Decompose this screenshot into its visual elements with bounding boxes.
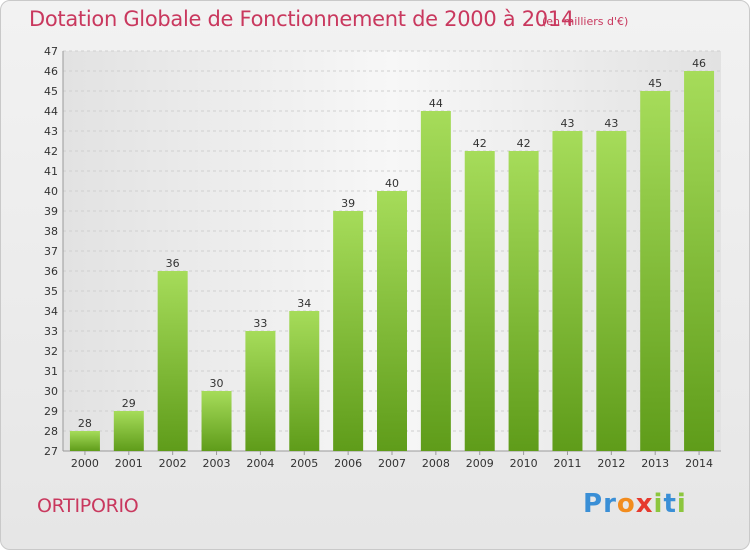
logo-letter: P [583, 489, 604, 519]
x-tick-label-2007: 2007 [378, 457, 406, 470]
x-tick-label-2000: 2000 [71, 457, 99, 470]
bar-2009 [464, 151, 495, 451]
x-tick-label-2011: 2011 [553, 457, 581, 470]
data-label-2001: 29 [122, 397, 136, 410]
x-tick-label-2005: 2005 [290, 457, 318, 470]
data-label-2010: 42 [517, 137, 531, 150]
data-label-2002: 36 [166, 257, 180, 270]
y-tick-label: 43 [44, 125, 58, 138]
y-tick-label: 31 [44, 365, 58, 378]
bar-2008 [420, 111, 451, 451]
y-tick-label: 27 [44, 445, 58, 458]
bar-2007 [377, 191, 407, 451]
data-label-2000: 28 [78, 417, 92, 430]
y-tick-label: 30 [44, 385, 58, 398]
proxiti-logo: Proxiti [583, 489, 687, 519]
y-tick-label: 41 [44, 165, 58, 178]
x-tick-label-2002: 2002 [159, 457, 187, 470]
bars [69, 71, 715, 451]
data-label-2008: 44 [429, 97, 443, 110]
data-label-2006: 39 [341, 197, 355, 210]
y-tick-label: 46 [44, 65, 58, 78]
logo-letter: i [676, 489, 687, 519]
bar-2012 [596, 131, 627, 451]
bar-2000 [69, 431, 100, 451]
x-tick-label-2001: 2001 [115, 457, 143, 470]
bar-2004 [245, 331, 276, 451]
y-axis-ticks: 27 28 29 30 31 32 33 34 35 36 37 38 39 40 41 42 43 44 45 46… [44, 45, 58, 458]
data-label-2005: 34 [297, 297, 311, 310]
logo-letter: o [616, 489, 636, 519]
x-tick-label-2009: 2009 [466, 457, 494, 470]
y-tick-label: 44 [44, 105, 58, 118]
data-label-2011: 43 [560, 117, 574, 130]
y-tick-label: 38 [44, 225, 58, 238]
y-tick-label: 40 [44, 185, 58, 198]
x-tick-label-2010: 2010 [510, 457, 538, 470]
x-tick-label-2008: 2008 [422, 457, 450, 470]
y-tick-label: 36 [44, 265, 58, 278]
data-label-2013: 45 [648, 77, 662, 90]
bar-2013 [640, 91, 671, 451]
commune-name: ORTIPORIO [37, 495, 139, 517]
bar-2014 [684, 71, 715, 451]
x-tick-label-2003: 2003 [203, 457, 231, 470]
chart-subtitle: (en milliers d'€) [542, 15, 629, 28]
y-tick-label: 47 [44, 45, 58, 58]
y-tick-label: 33 [44, 325, 58, 338]
data-labels: 28 29 36 30 33 34 39 40 44 42 42 43 43 45 46 [78, 57, 706, 430]
data-label-2012: 43 [604, 117, 618, 130]
logo-letter: t [663, 489, 677, 519]
y-tick-label: 28 [44, 425, 58, 438]
logo-letter: i [653, 489, 664, 519]
y-tick-label: 45 [44, 85, 58, 98]
y-tick-label: 42 [44, 145, 58, 158]
x-tick-label-2014: 2014 [685, 457, 713, 470]
bar-2006 [333, 211, 364, 451]
chart-title: Dotation Globale de Fonctionnement de 20… [29, 7, 574, 31]
data-label-2003: 30 [210, 377, 224, 390]
data-label-2014: 46 [692, 57, 706, 70]
bar-2011 [552, 131, 583, 451]
bar-2005 [289, 311, 320, 451]
x-tick-label-2006: 2006 [334, 457, 362, 470]
data-label-2004: 33 [253, 317, 267, 330]
y-tick-label: 39 [44, 205, 58, 218]
x-tick-label-2013: 2013 [641, 457, 669, 470]
data-label-2007: 40 [385, 177, 399, 190]
bar-2001 [113, 411, 144, 451]
y-tick-label: 32 [44, 345, 58, 358]
y-tick-label: 37 [44, 245, 58, 258]
x-tick-label-2004: 2004 [246, 457, 274, 470]
data-label-2009: 42 [473, 137, 487, 150]
bar-2003 [201, 391, 232, 451]
y-tick-label: 29 [44, 405, 58, 418]
y-tick-label: 34 [44, 305, 58, 318]
x-tick-label-2012: 2012 [597, 457, 625, 470]
logo-letter: r [603, 489, 617, 519]
bar-2010 [508, 151, 539, 451]
x-axis-ticks: 2000 2001 2002 2003 2004 2005 2006 2007 2008 2009… [71, 451, 713, 470]
bar-2002 [157, 271, 188, 451]
y-tick-label: 35 [44, 285, 58, 298]
logo-letter: x [635, 489, 654, 519]
